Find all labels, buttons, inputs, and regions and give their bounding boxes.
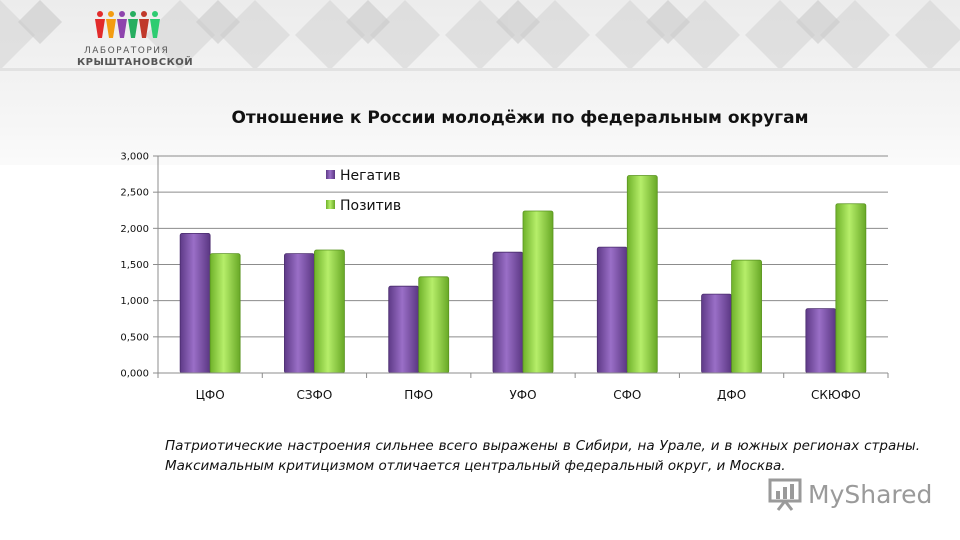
- logo-figure-body: [128, 19, 138, 38]
- geometric-pattern: [0, 0, 960, 71]
- logo-figure-body: [117, 19, 127, 38]
- header-background: [0, 0, 960, 165]
- watermark-text: MyShared: [808, 479, 933, 509]
- logo-figure-head: [97, 11, 103, 17]
- logo-text-line2: КРЫШТАНОВСКОЙ: [77, 57, 194, 68]
- logo-figure-head: [108, 11, 114, 17]
- x-tick-label: ПФО: [404, 388, 433, 402]
- logo-figure-body: [106, 19, 116, 38]
- legend-swatch: [326, 200, 335, 209]
- y-tick-label: 3,000: [120, 152, 149, 163]
- bar-positive: [522, 210, 554, 374]
- logo-figure-head: [119, 11, 125, 17]
- bar-positive: [835, 203, 867, 374]
- legend-label: Позитив: [340, 198, 401, 214]
- watermark: MyShared: [768, 476, 932, 512]
- logo: [78, 8, 178, 70]
- x-tick-label: СКЮФО: [811, 388, 861, 402]
- bar-negative: [284, 253, 315, 374]
- y-tick-label: 0,500: [120, 332, 149, 343]
- bar-positive: [418, 276, 450, 374]
- logo-figure-body: [150, 19, 160, 38]
- bar-negative: [701, 293, 732, 374]
- bar-negative: [492, 251, 524, 374]
- logo-figure-body: [95, 19, 105, 38]
- bar-chart: 0,000 0,500 1,000 1,500 2,000 2,500 3,000 ЦФО СЗ…: [120, 152, 889, 402]
- y-tick-label: 2,000: [120, 224, 149, 235]
- x-tick-label: СЗФО: [296, 388, 332, 402]
- bar-negative: [179, 232, 211, 374]
- x-tick-label: ДФО: [717, 388, 746, 402]
- bar-positive: [209, 253, 241, 374]
- x-tick-label: УФО: [509, 388, 536, 402]
- x-tick-label: ЦФО: [196, 388, 225, 402]
- caption-text: Патриотические настроения сильнее всего …: [165, 438, 920, 474]
- y-tick-label: 0,000: [120, 369, 149, 380]
- bar-positive: [314, 249, 345, 374]
- logo-figures-icon: [95, 11, 160, 38]
- logo-figure-head: [130, 11, 136, 17]
- legend-swatch: [326, 170, 335, 179]
- bar-negative: [388, 285, 420, 374]
- bar-positive: [731, 259, 762, 374]
- y-tick-label: 1,000: [120, 296, 149, 307]
- logo-figure-head: [141, 11, 147, 17]
- logo-text-line1: ЛАБОРАТОРИЯ: [84, 46, 170, 56]
- bar-positive: [626, 175, 658, 374]
- logo-figure-head: [152, 11, 158, 17]
- legend-label: Негатив: [340, 168, 401, 184]
- y-tick-label: 2,500: [120, 188, 149, 199]
- bar-negative: [805, 308, 837, 374]
- y-tick-label: 1,500: [120, 260, 149, 271]
- bar-negative: [596, 246, 628, 374]
- presentation-board-icon: [768, 478, 802, 511]
- logo-figure-body: [139, 19, 149, 38]
- x-tick-label: СФО: [613, 388, 641, 402]
- chart-title: Отношение к России молодёжи по федеральн…: [231, 108, 809, 128]
